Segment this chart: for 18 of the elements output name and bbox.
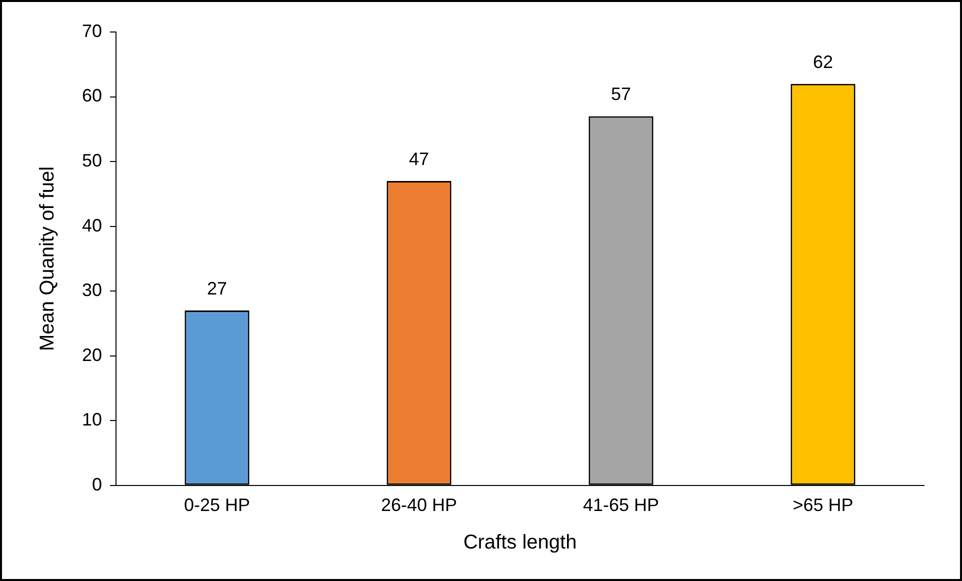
y-tick-label: 10 [82,410,102,430]
x-tick-label: >65 HP [792,495,854,516]
y-tick-label: 70 [82,20,102,41]
x-tick-label: 26-40 HP [380,495,458,516]
x-tick-label: 41-65 HP [582,495,660,516]
y-tick-label: 40 [82,215,102,236]
y-tick-label: 60 [82,86,102,106]
data-label: 47 [409,148,430,169]
y-tick-label: 20 [82,344,102,365]
data-label: 62 [812,52,834,72]
y-axis-title: Mean Quanity of fuel [36,166,59,351]
x-axis-title: Crafts length [463,532,577,554]
x-tick-label: 0-25 HP [184,495,250,516]
y-tick-label: 0 [92,474,102,494]
data-label: 57 [610,84,632,104]
data-label: 27 [207,278,228,298]
y-tick-label: 30 [82,280,102,300]
y-tick-label: 50 [82,150,102,171]
